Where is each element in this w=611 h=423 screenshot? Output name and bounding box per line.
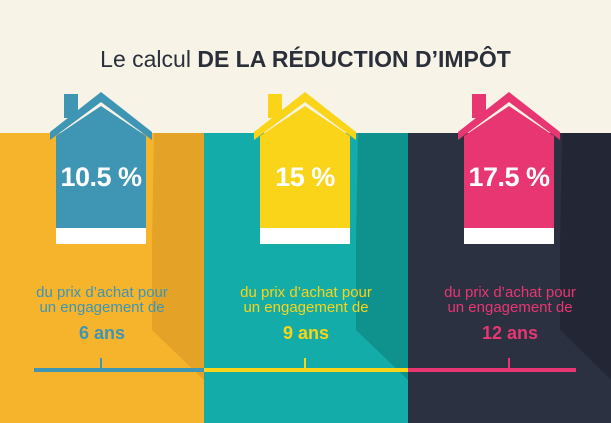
percent-label-2: 15 % — [275, 162, 335, 192]
timeline-tick-3 — [508, 358, 510, 370]
title-regular: Le calcul — [100, 46, 191, 72]
shadow-3 — [560, 133, 611, 380]
timeline-tick-2 — [304, 358, 306, 370]
title-bold: DE LA RÉDUCTION D’IMPÔT — [197, 46, 511, 72]
shadow-1 — [152, 133, 204, 380]
description-3-line2: un engagement de — [447, 299, 573, 316]
timeline-segment-1 — [34, 368, 204, 372]
description-2-line2: un engagement de — [243, 299, 369, 316]
timeline-segment-2 — [204, 368, 408, 372]
percent-label-1: 10.5 % — [60, 162, 142, 192]
years-2: 9 ans — [282, 323, 330, 343]
description-3: du prix d’achat pour un engagement de — [408, 285, 611, 315]
description-2-line1: du prix d’achat pour — [240, 284, 372, 301]
timeline-segment-3 — [408, 368, 576, 372]
description-1-line2: un engagement de — [39, 299, 165, 316]
description-2: du prix d’achat pour un engagement de — [204, 285, 408, 315]
years-1: 6 ans — [78, 323, 126, 343]
timeline-tick-1 — [100, 358, 102, 370]
shadow-2 — [356, 133, 408, 380]
house-icon-blue — [48, 88, 154, 246]
years-3: 12 ans — [481, 323, 539, 343]
description-3-line1: du prix d’achat pour — [444, 284, 576, 301]
house-icon-pink — [456, 88, 562, 246]
page-title: Le calcul DE LA RÉDUCTION D’IMPÔT — [0, 46, 611, 73]
description-1: du prix d’achat pour un engagement de — [0, 285, 204, 315]
percent-label-3: 17.5 % — [468, 162, 550, 192]
house-icon-yellow — [252, 88, 358, 246]
description-1-line1: du prix d’achat pour — [36, 284, 168, 301]
